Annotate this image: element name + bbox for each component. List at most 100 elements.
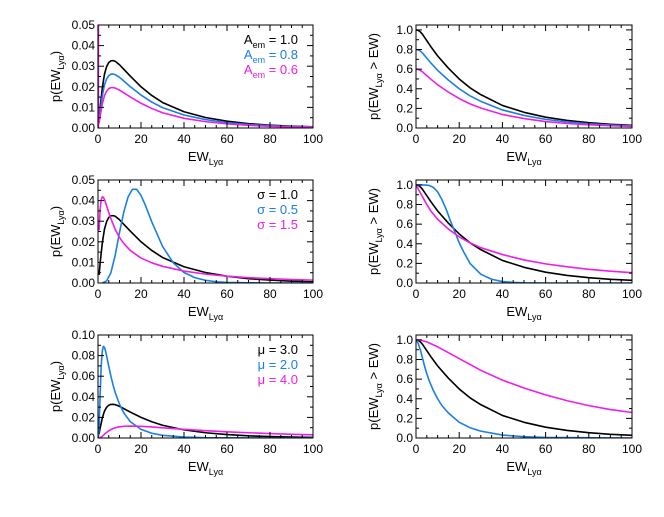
series-line-3 bbox=[98, 425, 313, 438]
x-tick-label: 20 bbox=[134, 287, 148, 301]
y-tick-label: 0.04 bbox=[72, 390, 96, 404]
y-axis-label: p(EWLyα > EW) bbox=[366, 188, 384, 275]
x-tick-label: 40 bbox=[177, 442, 191, 456]
x-tick-label: 100 bbox=[622, 287, 642, 301]
y-tick-label: 0.6 bbox=[396, 62, 413, 76]
series-line-2 bbox=[98, 73, 313, 128]
y-tick-label: 0.00 bbox=[72, 431, 96, 445]
y-axis-label: p(EWLyα > EW) bbox=[366, 33, 384, 120]
x-tick-label: 40 bbox=[177, 132, 191, 146]
y-tick-label: 0.2 bbox=[396, 411, 413, 425]
x-tick-label: 40 bbox=[496, 442, 510, 456]
y-tick-label: 1.0 bbox=[396, 333, 413, 347]
x-tick-label: 80 bbox=[263, 287, 277, 301]
y-tick-label: 0.2 bbox=[396, 256, 413, 270]
panel-5: 0 20 40 60 80 100 0.00 0.02 0.04 0.06 0.08 0.10 EWLy… bbox=[48, 328, 323, 477]
y-axis-label: p(EWLyα) bbox=[48, 51, 66, 102]
x-tick-label: 80 bbox=[263, 132, 277, 146]
y-tick-label: 0.00 bbox=[72, 121, 96, 135]
y-axis-label: p(EWLyα) bbox=[48, 361, 66, 412]
x-tick-label: 80 bbox=[582, 132, 596, 146]
y-axis-label: p(EWLyα > EW) bbox=[366, 343, 384, 430]
x-tick-label: 20 bbox=[453, 132, 467, 146]
y-tick-label: 0.04 bbox=[72, 194, 96, 208]
legend-entry-1: σ = 1.0 bbox=[257, 187, 298, 202]
legend-entry-3: σ = 1.5 bbox=[257, 217, 298, 232]
y-tick-label: 0.8 bbox=[396, 353, 413, 367]
series-line-2 bbox=[416, 339, 632, 438]
series-line-1 bbox=[416, 29, 632, 127]
y-tick-label: 0.0 bbox=[396, 431, 413, 445]
y-tick-label: 0.01 bbox=[72, 100, 96, 114]
y-axis-label: p(EWLyα) bbox=[48, 206, 66, 257]
panel-4: 0 20 40 60 80 100 0.0 0.2 0.4 0.6 0.8 1.0 EWLyα p(EWL… bbox=[366, 178, 642, 322]
series-line-3 bbox=[416, 68, 632, 128]
x-axis-label: EWLyα bbox=[506, 304, 541, 322]
series-line-1 bbox=[416, 339, 632, 437]
series-line-2 bbox=[416, 184, 632, 283]
x-tick-label: 0 bbox=[95, 132, 102, 146]
x-tick-label: 0 bbox=[413, 442, 420, 456]
y-tick-label: 0.0 bbox=[396, 121, 413, 135]
y-tick-label: 0.0 bbox=[396, 276, 413, 290]
series-line-3 bbox=[416, 339, 632, 414]
y-tick-label: 0.02 bbox=[72, 80, 96, 94]
x-tick-label: 40 bbox=[496, 132, 510, 146]
y-tick-label: 0.6 bbox=[396, 372, 413, 386]
x-tick-label: 80 bbox=[582, 442, 596, 456]
series-line-1 bbox=[98, 403, 313, 438]
legend-entry-2: Aem = 0.8 bbox=[244, 47, 298, 65]
y-tick-label: 0.6 bbox=[396, 217, 413, 231]
x-tick-label: 0 bbox=[413, 287, 420, 301]
x-tick-label: 20 bbox=[134, 442, 148, 456]
x-tick-label: 60 bbox=[539, 442, 553, 456]
y-tick-label: 1.0 bbox=[396, 178, 413, 192]
y-tick-label: 0.03 bbox=[72, 59, 96, 73]
y-tick-label: 1.0 bbox=[396, 23, 413, 37]
y-tick-label: 0.4 bbox=[396, 392, 413, 406]
x-tick-label: 0 bbox=[413, 132, 420, 146]
y-tick-label: 0.8 bbox=[396, 198, 413, 212]
x-tick-label: 0 bbox=[95, 287, 102, 301]
y-tick-label: 0.2 bbox=[396, 101, 413, 115]
x-axis-label: EWLyα bbox=[506, 149, 541, 167]
panel-2: 0 20 40 60 80 100 0.0 0.2 0.4 0.6 0.8 1.0 EWLyα p(EWL… bbox=[366, 23, 642, 167]
legend-entry-3: Aem = 0.6 bbox=[244, 62, 298, 80]
x-tick-label: 20 bbox=[453, 287, 467, 301]
y-tick-label: 0.4 bbox=[396, 82, 413, 96]
x-tick-label: 60 bbox=[220, 287, 234, 301]
x-tick-label: 60 bbox=[539, 287, 553, 301]
y-tick-label: 0.04 bbox=[72, 39, 96, 53]
series-line-3 bbox=[98, 196, 313, 281]
x-tick-label: 100 bbox=[303, 287, 323, 301]
x-tick-label: 40 bbox=[177, 287, 191, 301]
y-tick-label: 0.06 bbox=[72, 369, 96, 383]
legend-entry-3: μ = 4.0 bbox=[258, 372, 298, 387]
x-tick-label: 100 bbox=[303, 442, 323, 456]
series-line-2 bbox=[416, 48, 632, 127]
y-tick-label: 0.01 bbox=[72, 255, 96, 269]
panel-6: 0 20 40 60 80 100 0.0 0.2 0.4 0.6 0.8 1.0 EWLyα p(EWL… bbox=[366, 333, 642, 477]
legend-entry-1: Aem = 1.0 bbox=[244, 32, 298, 50]
x-axis-label: EWLyα bbox=[506, 459, 541, 477]
x-tick-label: 20 bbox=[453, 442, 467, 456]
x-tick-label: 0 bbox=[95, 442, 102, 456]
y-tick-label: 0.05 bbox=[72, 173, 96, 187]
x-tick-label: 100 bbox=[622, 132, 642, 146]
x-tick-label: 40 bbox=[496, 287, 510, 301]
panel-1: 0 20 40 60 80 100 0.00 0.01 0.02 0.03 0.04 0.05 EWLy… bbox=[48, 18, 323, 167]
y-tick-label: 0.4 bbox=[396, 237, 413, 251]
x-axis-label: EWLyα bbox=[188, 304, 223, 322]
y-tick-label: 0.02 bbox=[72, 235, 96, 249]
x-axis-label: EWLyα bbox=[188, 149, 223, 167]
x-tick-label: 80 bbox=[263, 442, 277, 456]
legend-entry-1: μ = 3.0 bbox=[258, 342, 298, 357]
y-tick-label: 0.00 bbox=[72, 276, 96, 290]
x-tick-label: 60 bbox=[220, 132, 234, 146]
legend-entry-2: σ = 0.5 bbox=[257, 202, 298, 217]
x-tick-label: 100 bbox=[622, 442, 642, 456]
series-line-3 bbox=[416, 184, 632, 274]
x-tick-label: 80 bbox=[582, 287, 596, 301]
x-tick-label: 60 bbox=[539, 132, 553, 146]
